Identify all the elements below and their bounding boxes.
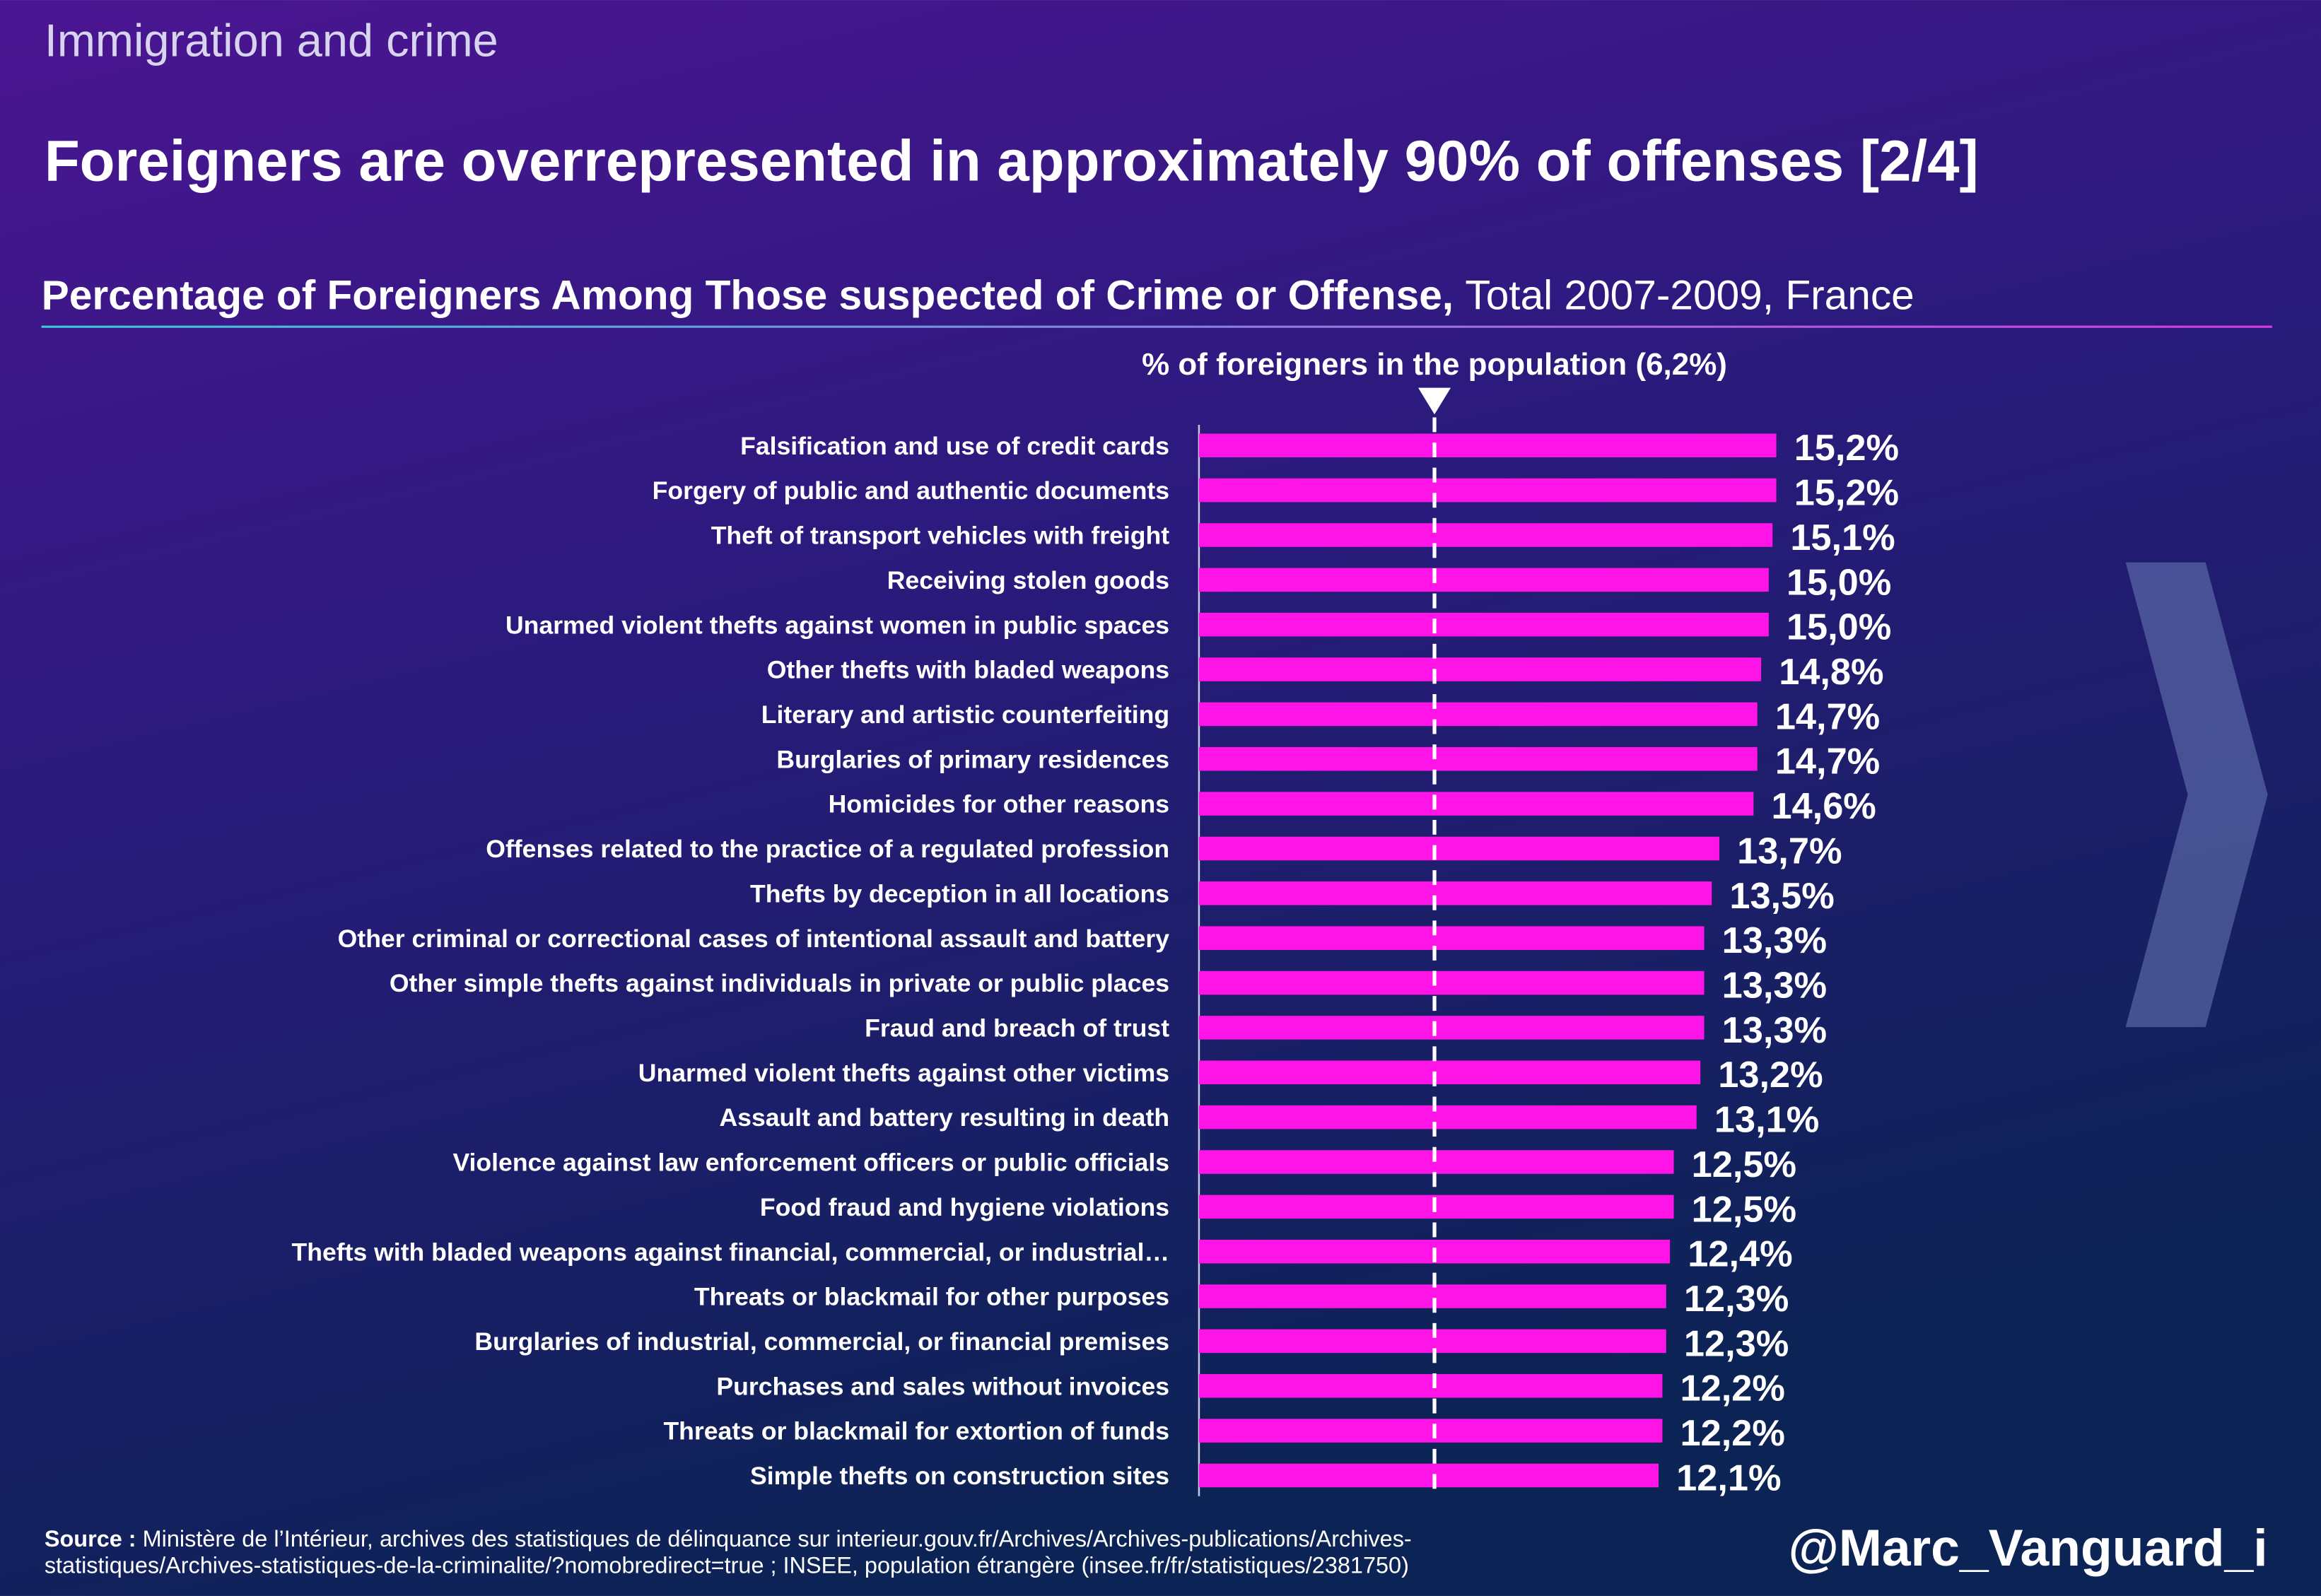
bar xyxy=(1198,836,1719,861)
value-label: 12,1% xyxy=(1676,1457,1781,1498)
value-label: 15,0% xyxy=(1787,607,1891,648)
value-label: 15,1% xyxy=(1790,517,1895,558)
category-label: Assault and battery resulting in death xyxy=(719,1103,1169,1132)
category-label: Forgery of public and authentic document… xyxy=(653,476,1169,505)
bar xyxy=(1198,1150,1674,1174)
category-label: Purchases and sales without invoices xyxy=(716,1372,1169,1400)
category-label: Other simple thefts against individuals … xyxy=(390,969,1169,997)
source-label: Source : xyxy=(45,1526,136,1551)
category-label: Simple thefts on construction sites xyxy=(750,1462,1169,1490)
bar xyxy=(1198,612,1769,637)
category-label: Burglaries of industrial, commercial, or… xyxy=(474,1327,1169,1356)
value-label: 12,3% xyxy=(1684,1279,1789,1320)
bar xyxy=(1198,1329,1666,1354)
category-label: Literary and artistic counterfeiting xyxy=(761,700,1169,729)
value-label: 13,5% xyxy=(1729,876,1834,917)
value-label: 12,3% xyxy=(1684,1323,1789,1364)
value-label: 12,2% xyxy=(1680,1368,1785,1409)
value-label: 14,8% xyxy=(1779,652,1883,693)
chart-title: Foreigners are overrepresented in approx… xyxy=(45,129,1979,193)
category-label: Threats or blackmail for other purposes xyxy=(694,1283,1169,1311)
source-line: statistiques/Archives-statistiques-de-la… xyxy=(45,1553,1409,1578)
value-label: 13,3% xyxy=(1722,1010,1827,1051)
category-label: Offenses related to the practice of a re… xyxy=(486,835,1169,863)
bar xyxy=(1198,747,1758,771)
source: Source : Ministère de l’Intérieur, archi… xyxy=(45,1526,1412,1578)
bar xyxy=(1198,1105,1697,1129)
category-label: Unarmed violent thefts against women in … xyxy=(505,611,1169,639)
bar xyxy=(1198,970,1705,995)
category-label: Theft of transport vehicles with freight xyxy=(711,522,1170,550)
bar xyxy=(1198,433,1777,458)
value-label: 12,2% xyxy=(1680,1413,1785,1454)
category-label: Receiving stolen goods xyxy=(887,566,1169,594)
category-label: Thefts by deception in all locations xyxy=(750,879,1169,908)
value-label: 12,5% xyxy=(1692,1189,1796,1230)
value-label: 13,3% xyxy=(1722,920,1827,961)
category-label: Threats or blackmail for extortion of fu… xyxy=(663,1417,1169,1445)
value-label: 14,6% xyxy=(1771,786,1876,827)
bar xyxy=(1198,478,1777,503)
bar xyxy=(1198,702,1758,727)
value-label: 13,1% xyxy=(1714,1100,1819,1141)
value-label: 15,2% xyxy=(1794,473,1899,514)
next-chevron xyxy=(2125,562,2268,1028)
value-label: 12,4% xyxy=(1688,1234,1792,1275)
bar xyxy=(1198,1060,1701,1085)
value-label: 12,5% xyxy=(1692,1144,1796,1185)
handle: @Marc_Vanguard_i xyxy=(1788,1519,2267,1577)
category-label: Violence against law enforcement officer… xyxy=(452,1149,1169,1177)
source-line: Ministère de l’Intérieur, archives des s… xyxy=(136,1526,1412,1551)
value-label: 13,3% xyxy=(1722,965,1827,1006)
bar xyxy=(1198,881,1712,905)
value-label: 14,7% xyxy=(1775,741,1880,782)
bar xyxy=(1198,1016,1705,1040)
reference-marker xyxy=(1418,387,1451,415)
category-label: Burglaries of primary residences xyxy=(776,745,1169,773)
category-label: Homicides for other reasons xyxy=(829,790,1169,818)
bar xyxy=(1198,1419,1663,1443)
bar xyxy=(1198,1463,1659,1488)
bar xyxy=(1198,792,1754,816)
subtitle-underline xyxy=(41,325,2272,328)
category-label: Food fraud and hygiene violations xyxy=(760,1193,1169,1221)
category-label: Other criminal or correctional cases of … xyxy=(338,925,1170,953)
value-label: 15,2% xyxy=(1794,428,1899,469)
value-label: 13,2% xyxy=(1718,1055,1823,1096)
subtitle-normal: Total 2007-2009, France xyxy=(1465,273,1914,319)
category-label: Thefts with bladed weapons against finan… xyxy=(292,1238,1170,1266)
category-label: Falsification and use of credit cards xyxy=(740,432,1169,460)
bar xyxy=(1198,657,1762,681)
value-label: 14,7% xyxy=(1775,696,1880,737)
bar xyxy=(1198,1284,1666,1308)
bar xyxy=(1198,1374,1663,1398)
chart-subtitle: Percentage of Foreigners Among Those sus… xyxy=(42,273,1914,319)
category-label: Other thefts with bladed weapons xyxy=(767,656,1169,684)
reference-label: % of foreigners in the population (6,2%) xyxy=(1142,347,1727,382)
category-label: Fraud and breach of trust xyxy=(865,1014,1169,1042)
bar xyxy=(1198,568,1769,592)
value-label: 15,0% xyxy=(1787,562,1891,603)
category-label: Unarmed violent thefts against other vic… xyxy=(638,1059,1169,1087)
bar xyxy=(1198,1195,1674,1219)
header: Immigration and crime xyxy=(45,15,498,66)
value-label: 13,7% xyxy=(1737,831,1842,872)
bar xyxy=(1198,926,1705,950)
subtitle-bold: Percentage of Foreigners Among Those sus… xyxy=(42,273,1454,319)
bar xyxy=(1198,523,1773,547)
